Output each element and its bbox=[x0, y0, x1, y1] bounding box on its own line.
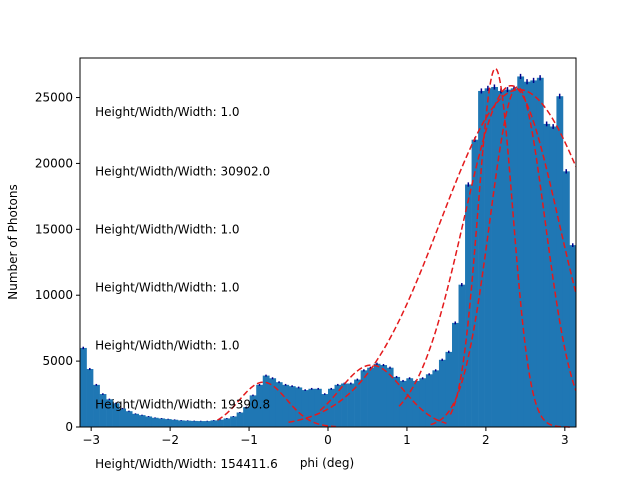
histogram-bar bbox=[491, 87, 498, 427]
y-axis-label: Number of Photons bbox=[6, 184, 20, 300]
histogram-bar bbox=[335, 385, 342, 427]
annotation-label: Height/Width/Width: 1.0 bbox=[95, 222, 239, 236]
histogram-bar bbox=[224, 418, 231, 427]
histogram-bar bbox=[485, 88, 492, 427]
y-tick-label: 25000 bbox=[35, 91, 73, 105]
x-tick-label: 1 bbox=[403, 433, 411, 447]
x-axis-label: phi (deg) bbox=[300, 456, 354, 470]
histogram-bar bbox=[295, 387, 302, 427]
histogram-bar bbox=[211, 420, 218, 427]
histogram-bar bbox=[191, 421, 198, 427]
histogram-bar bbox=[217, 420, 224, 427]
histogram-bar bbox=[341, 384, 348, 427]
histogram-bar bbox=[171, 420, 178, 427]
histogram-bar bbox=[361, 370, 368, 427]
histogram-bar bbox=[374, 364, 381, 427]
histogram-bar bbox=[269, 378, 276, 427]
histogram-bar bbox=[354, 380, 361, 427]
histogram-bar bbox=[158, 418, 165, 427]
histogram-bar bbox=[367, 368, 374, 427]
histogram-bar bbox=[152, 418, 159, 427]
histogram-bar bbox=[328, 389, 335, 427]
histogram-bar bbox=[563, 171, 570, 427]
histogram-bar bbox=[315, 389, 322, 427]
histogram-bar bbox=[439, 360, 446, 427]
histogram-bar bbox=[380, 365, 387, 427]
annotation-label: Height/Width/Width: 30902.0 bbox=[95, 164, 270, 178]
histogram-bar bbox=[308, 389, 315, 427]
annotation-label: Height/Width/Width: 1.0 bbox=[95, 105, 239, 119]
histogram-bars bbox=[80, 76, 576, 427]
histogram-bar bbox=[237, 413, 244, 428]
histogram-bar bbox=[406, 378, 413, 427]
annotation-label: Height/Width/Width: 1.0 bbox=[95, 338, 239, 352]
histogram-bar bbox=[465, 185, 472, 427]
y-tick-label: 0 bbox=[65, 420, 73, 434]
histogram-bar bbox=[139, 415, 146, 427]
histogram-bar bbox=[302, 390, 309, 427]
x-tick-label: −1 bbox=[240, 433, 258, 447]
annotation-label: Height/Width/Width: 154411.6 bbox=[95, 457, 278, 471]
annotation-label: Height/Width/Width: 19390.8 bbox=[95, 398, 270, 412]
histogram-bar bbox=[419, 378, 426, 427]
histogram-bar bbox=[537, 78, 544, 427]
histogram-bar bbox=[282, 385, 289, 427]
histogram-bar bbox=[452, 323, 459, 427]
histogram-bar bbox=[178, 420, 185, 427]
histogram-bar bbox=[445, 352, 452, 427]
histogram-bar bbox=[556, 96, 563, 427]
x-tick-label: 0 bbox=[324, 433, 332, 447]
histogram-bar bbox=[230, 416, 237, 427]
histogram-bar bbox=[126, 411, 133, 427]
y-axis-ticks: 0 5000 10000 15000 20000 25000 bbox=[35, 91, 80, 434]
x-axis-ticks: −3 −2 −1 0 1 2 3 bbox=[82, 427, 568, 447]
x-tick-label: 3 bbox=[561, 433, 569, 447]
histogram-bar bbox=[132, 414, 139, 427]
histogram-bar bbox=[165, 419, 172, 427]
y-tick-label: 5000 bbox=[42, 354, 73, 368]
histogram-bar bbox=[145, 416, 152, 427]
histogram-bar bbox=[184, 421, 191, 427]
histogram-bar bbox=[204, 421, 211, 427]
annotation-label: Height/Width/Width: 1.0 bbox=[95, 280, 239, 294]
histogram-bar bbox=[197, 421, 204, 427]
histogram-bar bbox=[459, 285, 466, 427]
x-tick-label: −3 bbox=[82, 433, 100, 447]
y-tick-label: 20000 bbox=[35, 156, 73, 170]
histogram-bar bbox=[87, 369, 94, 427]
x-tick-label: −2 bbox=[161, 433, 179, 447]
y-tick-label: 15000 bbox=[35, 222, 73, 236]
x-tick-label: 2 bbox=[482, 433, 490, 447]
histogram-bar bbox=[517, 76, 524, 427]
y-tick-label: 10000 bbox=[35, 288, 73, 302]
histogram-bar bbox=[80, 348, 87, 427]
histogram-bar bbox=[543, 124, 550, 427]
histogram-bar bbox=[426, 374, 433, 427]
